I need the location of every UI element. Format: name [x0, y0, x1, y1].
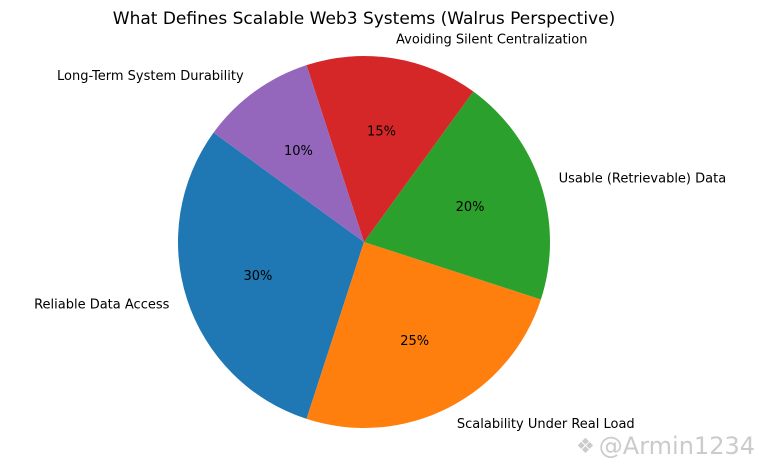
slice-label-4: Long-Term System Durability [57, 69, 244, 84]
percent-label-2: 20% [456, 200, 485, 215]
percent-label-1: 25% [400, 334, 429, 349]
pie-slice-1 [306, 242, 541, 429]
pie-slice-2 [364, 91, 551, 300]
diamond-icon: ❖ [575, 433, 595, 458]
slice-label-0: Reliable Data Access [34, 298, 170, 313]
pie-slice-0 [177, 132, 364, 419]
slice-label-2: Usable (Retrievable) Data [559, 171, 727, 186]
percent-label-0: 30% [243, 269, 272, 284]
pie-slice-4 [213, 65, 364, 242]
chart-title: What Defines Scalable Web3 Systems (Walr… [112, 9, 616, 29]
watermark-text: @Armin1234 [598, 432, 755, 460]
watermark: ❖ @Armin1234 [576, 432, 755, 460]
slice-label-3: Avoiding Silent Centralization [396, 32, 587, 47]
pie-slice-3 [306, 55, 474, 243]
percent-label-4: 10% [284, 144, 313, 159]
slice-label-1: Scalability Under Real Load [457, 417, 635, 432]
percent-label-3: 15% [367, 124, 396, 139]
